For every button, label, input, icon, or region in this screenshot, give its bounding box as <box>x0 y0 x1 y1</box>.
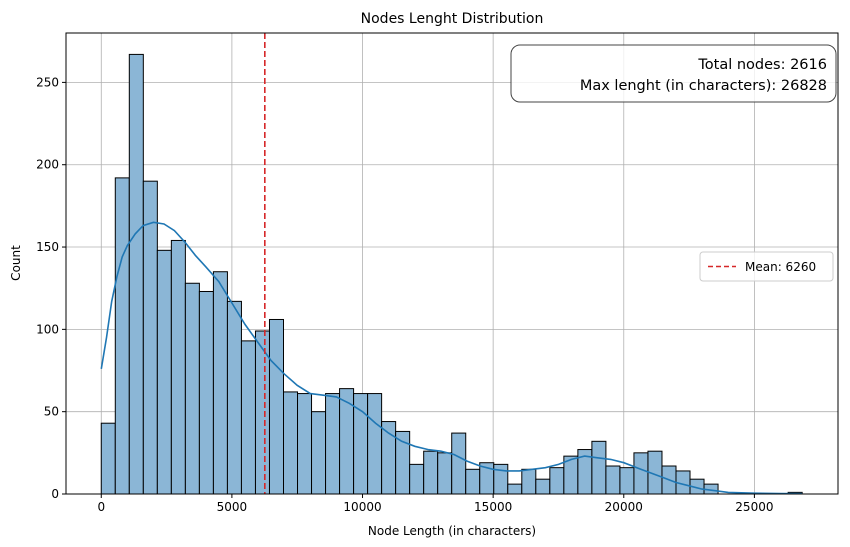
kde-line <box>100 221 803 495</box>
y-tick-label: 200 <box>36 158 59 172</box>
x-tick-label: 0 <box>97 500 105 514</box>
histogram-bar <box>100 422 116 495</box>
histogram-bar <box>493 463 509 495</box>
x-axis-label: Node Length (in characters) <box>368 524 536 538</box>
legend-mean-label: Mean: 6260 <box>745 260 816 274</box>
legend: Mean: 6260 <box>699 251 834 282</box>
histogram-bar <box>549 467 565 495</box>
histogram-bar <box>142 180 158 495</box>
histogram-bar <box>156 249 172 495</box>
histogram-bar <box>240 340 256 495</box>
histogram-bar <box>114 177 130 495</box>
chart-title: Nodes Lenght Distribution <box>361 11 544 27</box>
y-tick-label: 100 <box>36 322 59 336</box>
histogram-bar <box>465 468 481 495</box>
kde-curve-layer <box>100 221 803 495</box>
histogram-bar <box>633 452 649 495</box>
annotation-max-length: Max lenght (in characters): 26828 <box>580 78 827 94</box>
y-tick-label: 250 <box>36 75 59 89</box>
histogram-bar <box>170 239 186 495</box>
histogram-bar <box>451 432 467 495</box>
histogram-bar <box>535 478 551 495</box>
stats-annotation: Total nodes: 2616 Max lenght (in charact… <box>510 44 837 103</box>
x-tick-label: 25000 <box>735 500 773 514</box>
x-tick-label: 20000 <box>605 500 643 514</box>
histogram-bar <box>409 463 425 495</box>
histogram-bar <box>282 391 299 495</box>
y-tick-label: 0 <box>51 487 59 501</box>
x-axis-ticks: 0 5000 10000 15000 20000 25000 <box>97 494 773 514</box>
histogram-bar <box>423 450 439 495</box>
histogram-bar <box>184 282 200 495</box>
histogram-bar <box>507 483 523 495</box>
x-tick-label: 5000 <box>217 500 248 514</box>
histogram-bar <box>591 440 607 495</box>
histogram-bar <box>619 467 635 495</box>
x-tick-label: 15000 <box>474 500 512 514</box>
annotation-total-nodes: Total nodes: 2616 <box>697 57 827 73</box>
y-axis-ticks: 0 50 100 150 200 250 <box>36 75 66 501</box>
histogram-bar <box>268 318 284 495</box>
histogram-bars <box>100 53 803 495</box>
histogram-bar <box>605 465 621 495</box>
histogram-bar <box>437 452 453 495</box>
histogram-bar <box>311 411 327 495</box>
legend-box <box>699 251 834 282</box>
histogram-bar <box>297 393 313 495</box>
y-tick-label: 150 <box>36 240 59 254</box>
annotation-box <box>510 44 837 103</box>
histogram-bar <box>367 393 383 495</box>
plot-frame <box>65 32 839 495</box>
y-tick-label: 50 <box>44 405 59 419</box>
histogram-bar <box>353 393 369 495</box>
histogram-bar <box>325 393 341 495</box>
y-axis-label: Count <box>9 245 23 281</box>
histogram-bar <box>521 468 537 495</box>
histogram-bar <box>226 300 242 495</box>
histogram-bar <box>128 53 144 495</box>
histogram-bar <box>198 290 214 495</box>
x-tick-label: 10000 <box>343 500 381 514</box>
histogram-bar <box>212 271 228 495</box>
